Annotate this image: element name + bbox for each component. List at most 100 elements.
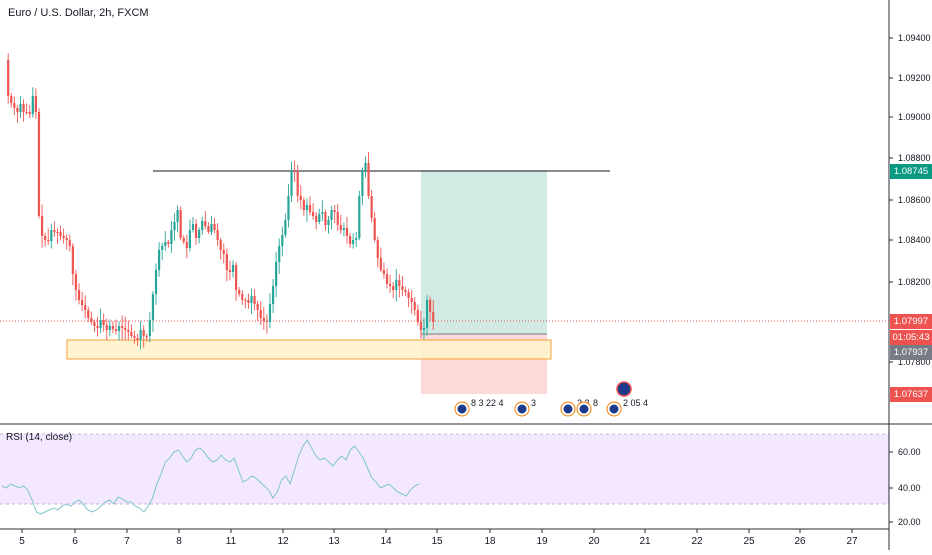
candle-body bbox=[364, 163, 367, 170]
price-tick-label: 1.08200 bbox=[898, 277, 931, 287]
candle-body bbox=[287, 196, 290, 220]
candle-body bbox=[188, 230, 191, 248]
candle-body bbox=[13, 103, 16, 108]
candle-body bbox=[410, 298, 413, 302]
candle-body bbox=[373, 218, 376, 240]
candle-body bbox=[321, 212, 324, 214]
candle-body bbox=[247, 300, 250, 303]
candle-body bbox=[201, 221, 204, 230]
candle-body bbox=[10, 96, 13, 103]
rsi-title[interactable]: RSI (14, close) bbox=[6, 432, 73, 443]
candle-body bbox=[370, 196, 373, 218]
time-tick-label: 21 bbox=[639, 536, 651, 547]
time-tick-label: 6 bbox=[72, 536, 78, 547]
candle-body bbox=[389, 284, 392, 286]
candle-body bbox=[250, 296, 253, 303]
candle-body bbox=[379, 258, 382, 270]
candle-body bbox=[262, 318, 265, 321]
price-tick-label: 1.08800 bbox=[898, 153, 931, 163]
candle-body bbox=[225, 254, 228, 270]
candle-body bbox=[231, 265, 235, 272]
candle-body bbox=[259, 310, 262, 318]
candle-body bbox=[145, 336, 148, 337]
candle-body bbox=[342, 228, 345, 230]
candle-body bbox=[407, 292, 410, 298]
candle-body bbox=[37, 112, 41, 216]
price-tick-label: 1.09200 bbox=[898, 73, 931, 83]
candle-body bbox=[336, 212, 339, 225]
candle-body bbox=[367, 163, 370, 196]
rsi-tick-label: 40.00 bbox=[898, 483, 921, 493]
candle-body bbox=[148, 320, 151, 336]
candle-body bbox=[376, 240, 379, 258]
candle-body bbox=[133, 336, 136, 338]
time-tick-label: 11 bbox=[226, 536, 237, 547]
eu-flag-icon[interactable] bbox=[616, 381, 632, 397]
candle-body bbox=[265, 321, 268, 322]
candle-body bbox=[77, 290, 81, 300]
candle-body bbox=[198, 230, 201, 238]
price-tick-label: 1.09000 bbox=[898, 112, 931, 122]
candle-body bbox=[105, 325, 108, 330]
candle-body bbox=[429, 300, 432, 312]
candle-body bbox=[358, 196, 361, 238]
candle-body bbox=[124, 328, 127, 330]
candle-body bbox=[299, 196, 302, 200]
candle-body bbox=[182, 238, 185, 242]
candle-body bbox=[352, 240, 355, 244]
candle-body bbox=[425, 300, 429, 328]
candle-body bbox=[151, 294, 155, 320]
candle-body bbox=[355, 238, 358, 240]
candle-body bbox=[176, 210, 179, 222]
candle-body bbox=[154, 270, 158, 294]
time-tick-label: 7 bbox=[124, 536, 130, 547]
candle-body bbox=[268, 304, 272, 322]
time-tick-label: 27 bbox=[846, 536, 858, 547]
candle-body bbox=[62, 236, 65, 238]
candle-body bbox=[50, 230, 53, 241]
candle-body bbox=[158, 250, 161, 270]
candle-body bbox=[53, 230, 56, 232]
time-tick-label: 14 bbox=[380, 536, 392, 547]
countdown-label: 01:05:43 bbox=[890, 330, 932, 345]
time-tick-label: 22 bbox=[691, 536, 703, 547]
candle-body bbox=[130, 332, 133, 336]
candle-body bbox=[25, 112, 28, 113]
event-flag-fill bbox=[563, 404, 573, 414]
candle-body bbox=[312, 212, 315, 216]
last-price-label: 1.07997 bbox=[890, 314, 932, 329]
candle-body bbox=[284, 220, 287, 235]
time-tick-label: 18 bbox=[484, 536, 496, 547]
price-tick-label: 1.09400 bbox=[898, 33, 931, 43]
candle-body bbox=[87, 310, 90, 318]
candle-body bbox=[253, 296, 256, 304]
long-position-target-zone[interactable] bbox=[421, 170, 547, 334]
symbol-title[interactable]: Euro / U.S. Dollar, 2h, FXCM bbox=[6, 7, 151, 19]
candle-body bbox=[65, 238, 68, 240]
candle-body bbox=[16, 108, 19, 112]
candle-body bbox=[401, 286, 404, 290]
candle-body bbox=[296, 172, 299, 196]
candle-body bbox=[161, 246, 164, 250]
rsi-tick-label: 60.00 bbox=[898, 447, 921, 457]
candle-body bbox=[179, 210, 182, 238]
candle-body bbox=[90, 318, 93, 322]
candle-body bbox=[81, 300, 84, 305]
candle-body bbox=[392, 286, 395, 290]
time-tick-label: 15 bbox=[431, 536, 443, 547]
candle-body bbox=[413, 302, 416, 310]
candle-body bbox=[385, 274, 389, 284]
candle-body bbox=[142, 330, 145, 336]
candle-body bbox=[56, 232, 59, 233]
candle-body bbox=[395, 280, 398, 290]
rsi-line bbox=[1, 439, 420, 515]
sl-price-label: 1.07637 bbox=[890, 387, 932, 402]
candle-body bbox=[127, 330, 130, 332]
candle-body bbox=[68, 240, 71, 246]
support-zone-rectangle[interactable] bbox=[66, 339, 552, 360]
candle-body bbox=[238, 290, 241, 294]
time-tick-label: 12 bbox=[277, 536, 289, 547]
candle-body bbox=[139, 330, 142, 340]
